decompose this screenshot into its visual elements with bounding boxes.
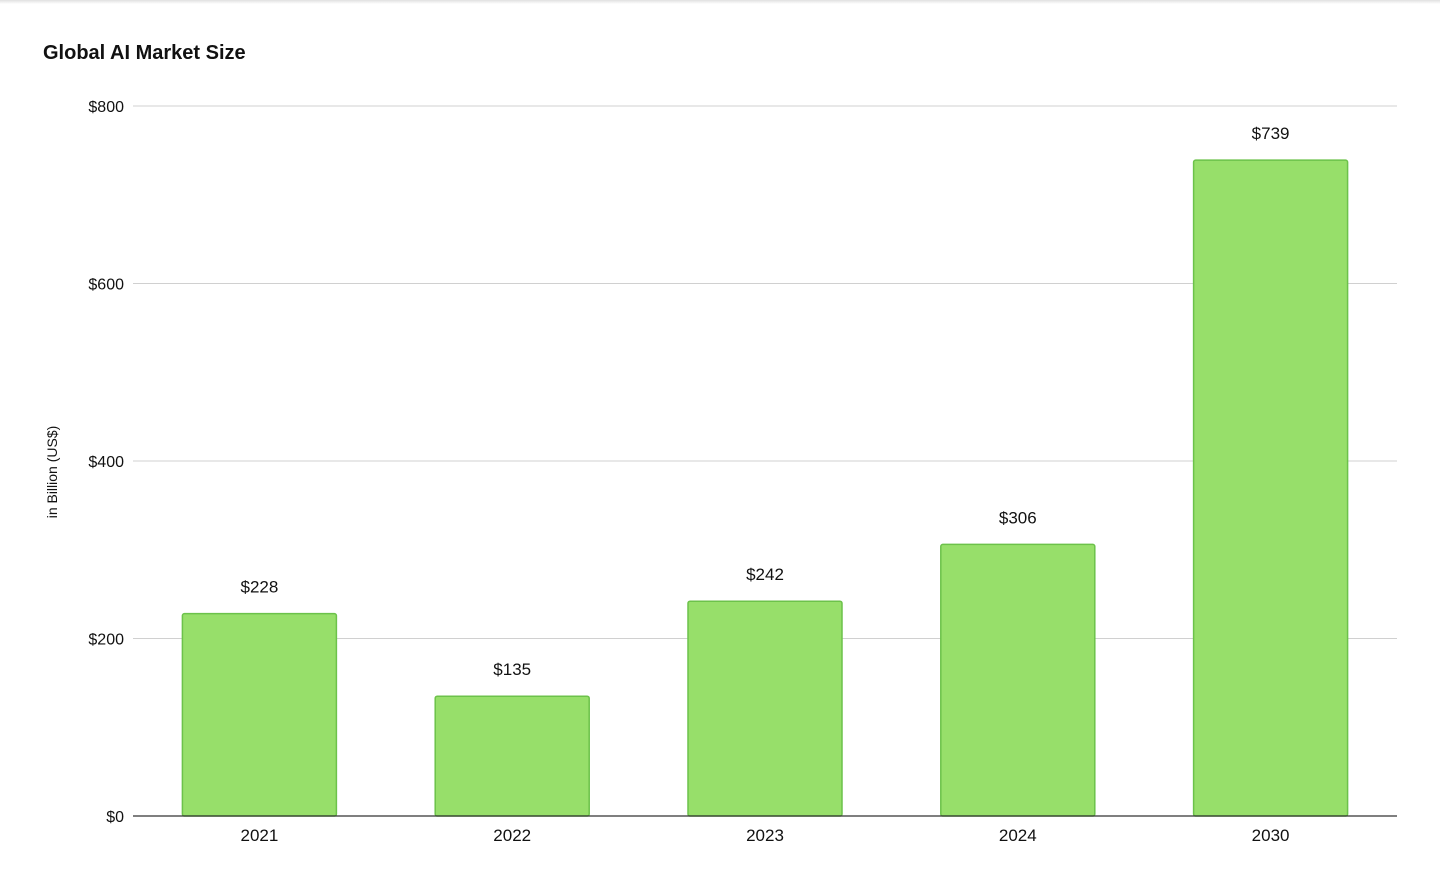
x-tick-label: 2023 <box>746 826 784 845</box>
bar <box>181 612 338 817</box>
y-tick-label: $600 <box>88 277 124 294</box>
data-label: $739 <box>1252 124 1290 143</box>
y-tick-label: $0 <box>106 809 124 826</box>
chart-title: Global AI Market Size <box>43 42 246 64</box>
bar <box>1192 159 1349 817</box>
y-tick-label: $800 <box>88 99 124 116</box>
labels-layer: $0 $200 $400 $600 $800 $228 2021 $135 2022 $242 20… <box>88 99 1289 845</box>
top-shadow <box>0 0 1440 4</box>
data-label: $228 <box>240 578 278 597</box>
y-axis-label: in Billion (US$) <box>44 426 60 519</box>
data-label: $135 <box>493 660 531 679</box>
x-tick-label: 2022 <box>493 826 531 845</box>
x-tick-label: 2024 <box>999 826 1037 845</box>
bar <box>687 600 843 817</box>
y-tick-label: $400 <box>88 454 124 471</box>
data-label: $306 <box>999 508 1037 527</box>
bar <box>434 695 590 817</box>
y-tick-label: $200 <box>88 632 124 649</box>
data-label: $242 <box>746 565 784 584</box>
x-tick-label: 2030 <box>1252 826 1290 845</box>
x-tick-label: 2021 <box>240 826 278 845</box>
bar <box>940 543 1096 817</box>
bars-layer <box>181 159 1349 817</box>
